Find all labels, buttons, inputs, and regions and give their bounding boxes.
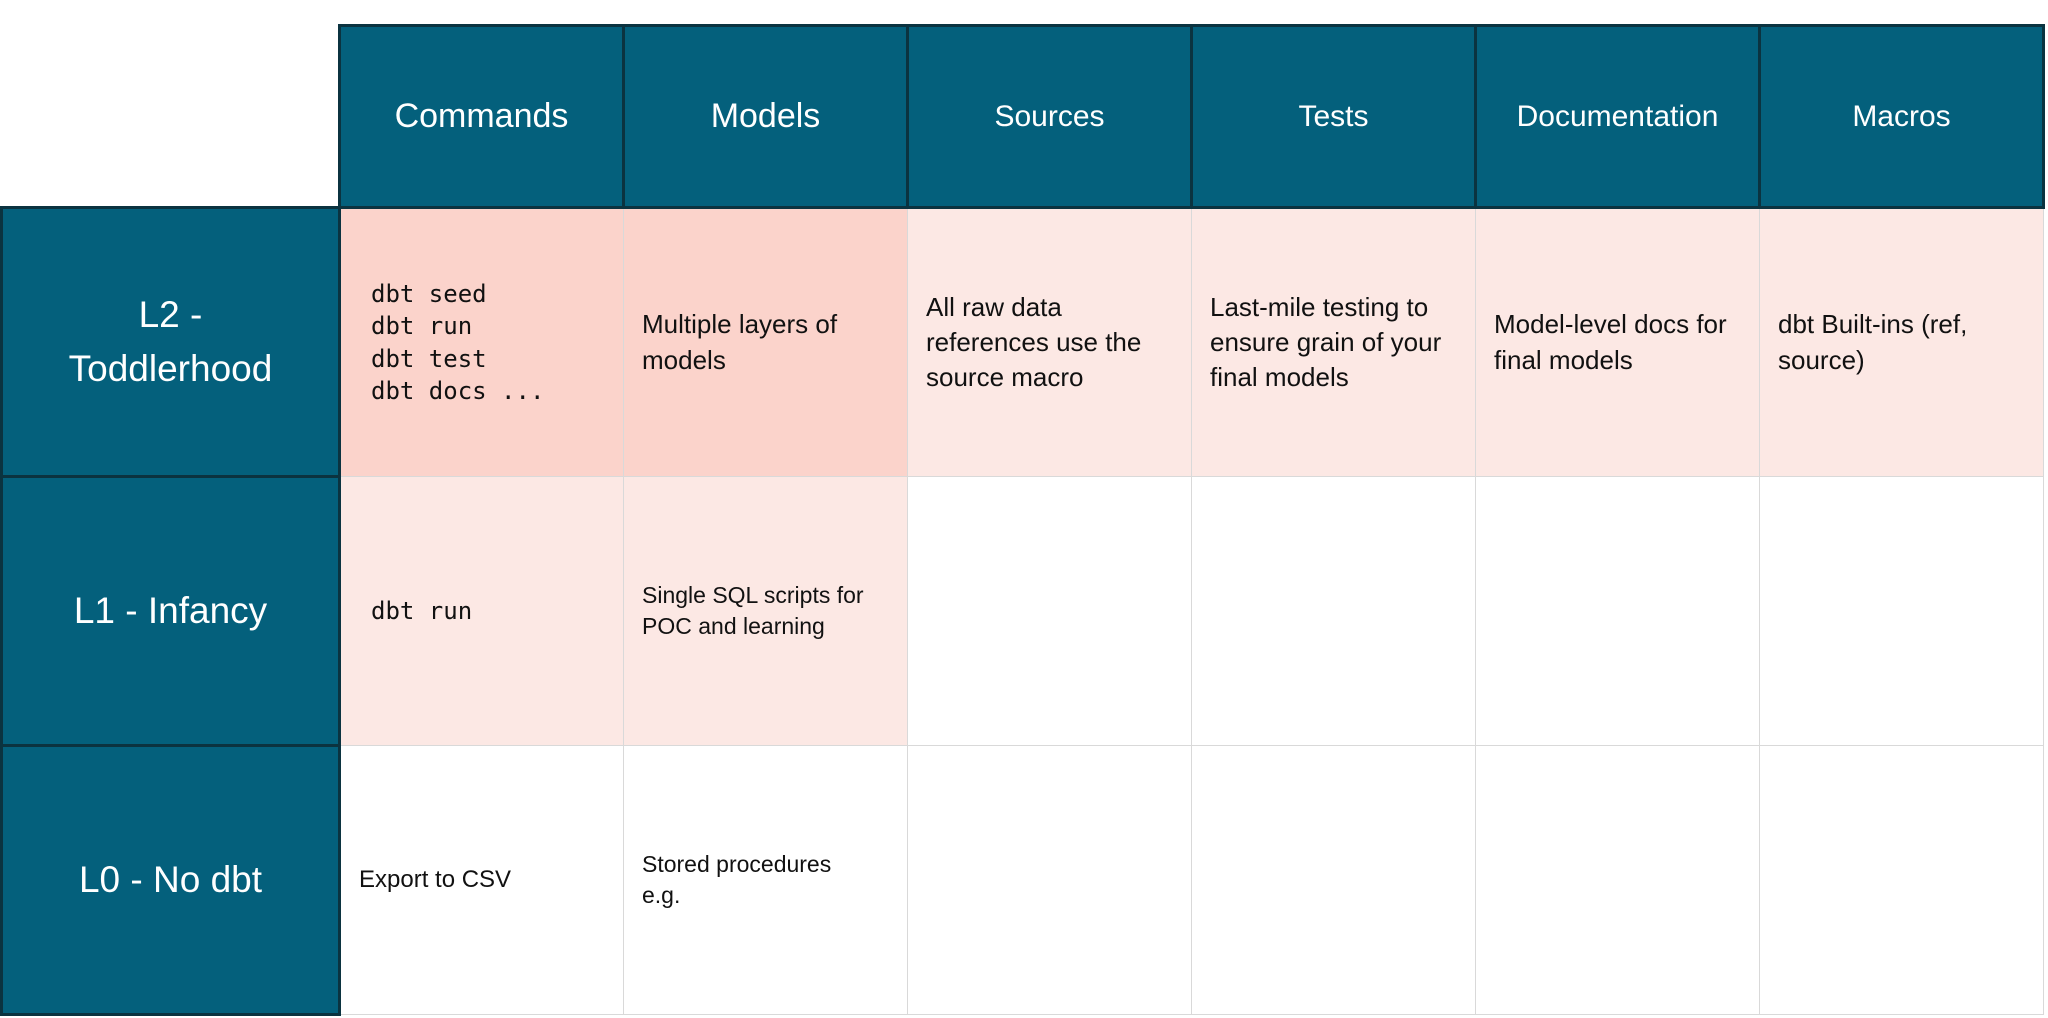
cell-l1-commands: dbt run — [339, 476, 624, 746]
header-cell-sources: Sources — [906, 24, 1193, 209]
cell-l1-tests — [1191, 476, 1476, 746]
header-cell-models: Models — [622, 24, 909, 209]
row-header-l0-no-dbt: L0 - No dbt — [0, 744, 341, 1016]
cell-l0-macros — [1759, 745, 2044, 1015]
row-header-l1-infancy: L1 - Infancy — [0, 475, 341, 747]
cell-l2-models: Multiple layers of models — [623, 207, 908, 477]
cell-l2-sources: All raw data references use the source m… — [907, 207, 1192, 477]
cell-l2-documentation: Model-level docs for final models — [1475, 207, 1760, 477]
cell-l2-macros: dbt Built-ins (ref, source) — [1759, 207, 2044, 477]
cell-l0-tests — [1191, 745, 1476, 1015]
header-row: Commands Models Sources Tests Documentat… — [1, 24, 2045, 209]
table-row-l2: L2 - Toddlerhood dbt seed dbt run dbt te… — [0, 206, 2044, 478]
table-row-l1: L1 - Infancy dbt run Single SQL scripts … — [0, 475, 2044, 747]
table-row-l0: L0 - No dbt Export to CSV Stored procedu… — [0, 744, 2044, 1016]
header-cell-tests: Tests — [1190, 24, 1477, 209]
cell-l0-commands: Export to CSV — [339, 745, 624, 1015]
cell-l0-documentation — [1475, 745, 1760, 1015]
cell-l1-models: Single SQL scripts for POC and learning — [623, 476, 908, 746]
cell-l2-commands: dbt seed dbt run dbt test dbt docs ... — [339, 207, 624, 477]
cell-l1-macros — [1759, 476, 2044, 746]
cell-l1-documentation — [1475, 476, 1760, 746]
cell-l0-sources — [907, 745, 1192, 1015]
header-cell-macros: Macros — [1758, 24, 2045, 209]
cell-l2-tests: Last-mile testing to ensure grain of you… — [1191, 207, 1476, 477]
cell-l1-sources — [907, 476, 1192, 746]
corner-cell — [1, 25, 340, 208]
header-cell-documentation: Documentation — [1474, 24, 1761, 209]
header-cell-commands: Commands — [338, 24, 625, 209]
cell-l0-models: Stored procedures e.g. — [623, 745, 908, 1015]
row-header-l2-toddlerhood: L2 - Toddlerhood — [0, 206, 341, 478]
dbt-maturity-table: Commands Models Sources Tests Documentat… — [0, 24, 2045, 1016]
